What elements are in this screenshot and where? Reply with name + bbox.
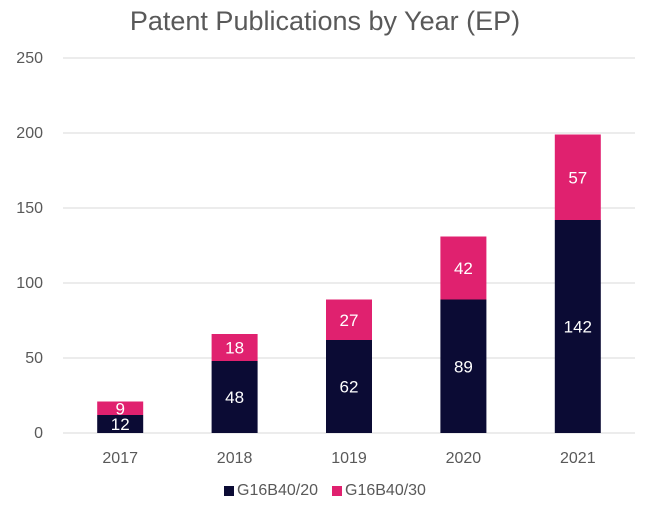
bar-2020-G16B40/30 <box>440 236 487 300</box>
data-label-2018-G16B40/30: 18 <box>225 339 244 358</box>
x-tick-label-2017: 2017 <box>102 450 138 467</box>
legend-swatch-0 <box>224 486 235 496</box>
y-tick-label-0: 0 <box>34 425 43 442</box>
bar-2017-G16B40/30 <box>97 401 144 415</box>
bar-2017-G16B40/20 <box>97 415 144 433</box>
legend: G16B40/20 G16B40/30 <box>0 482 650 500</box>
y-tick-label-250: 250 <box>16 50 43 67</box>
chart-title: Patent Publications by Year (EP) <box>129 6 521 36</box>
y-tick-label-200: 200 <box>16 125 43 142</box>
bar-1019-G16B40/20 <box>326 340 372 433</box>
y-tick-label-100: 100 <box>16 275 43 292</box>
x-tick-label-2018: 2018 <box>217 450 253 467</box>
data-label-2020-G16B40/20: 89 <box>454 357 473 376</box>
bar-2018-G16B40/20 <box>211 361 258 433</box>
chart-plot: 129 48 18 62 27 89 42 142 57 0 50 100 150 200 250 2017… <box>16 50 635 467</box>
x-tick-label-2020: 2020 <box>446 450 482 467</box>
data-label-2021-G16B40/30: 57 <box>568 168 587 187</box>
x-tick-label-2021: 2021 <box>560 450 596 467</box>
legend-item-1: G16B40/30 <box>332 482 426 500</box>
y-tick-label-50: 50 <box>25 350 43 367</box>
legend-swatch-1 <box>332 486 342 496</box>
y-tick-label-150: 150 <box>16 200 43 217</box>
axis-ticks: 0 50 100 150 200 250 2017 2018 1019 2020 2021 <box>16 50 595 467</box>
legend-label-0: G16B40/20 <box>237 482 318 499</box>
data-label-2021-G16B40/20: 142 <box>564 318 592 337</box>
bar-2020-G16B40/20 <box>440 299 487 433</box>
bar-2021-G16B40/20 <box>554 220 601 433</box>
data-label-2018-G16B40/20: 48 <box>225 388 244 407</box>
data-label-2020-G16B40/30: 42 <box>454 259 473 278</box>
bar-2018-G16B40/30 <box>211 334 258 361</box>
legend-label-1: G16B40/30 <box>345 482 426 499</box>
data-label-2017-G16B40/30: 9 <box>115 399 124 418</box>
legend-item-0: G16B40/20 <box>224 482 318 500</box>
data-label-1019-G16B40/30: 27 <box>340 311 359 330</box>
data-label-2017-G16B40/20: 12 <box>111 415 130 434</box>
data-label-1019-G16B40/20: 62 <box>340 378 359 397</box>
bar-2021-G16B40/30 <box>554 134 601 220</box>
bars <box>97 134 601 433</box>
data-labels: 129 48 18 62 27 89 42 142 57 <box>111 168 592 434</box>
x-tick-label-1019: 1019 <box>331 450 367 467</box>
bar-1019-G16B40/30 <box>326 299 372 340</box>
